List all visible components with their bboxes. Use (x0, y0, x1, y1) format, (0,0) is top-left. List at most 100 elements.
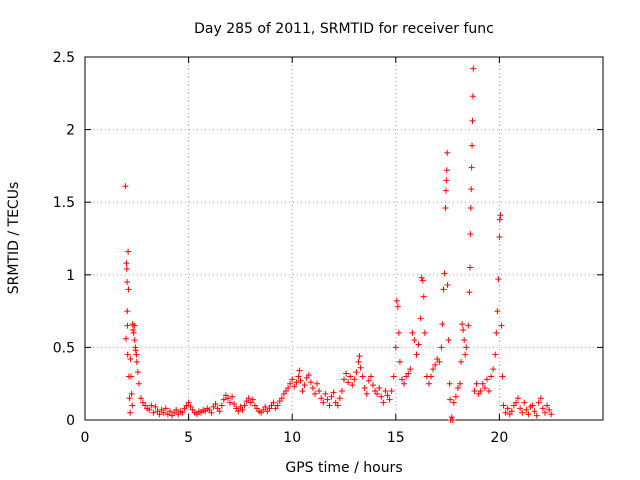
data-point (173, 406, 180, 413)
data-point (533, 412, 540, 419)
data-point (123, 260, 130, 267)
data-point (355, 358, 362, 365)
data-point (401, 380, 408, 387)
data-point (229, 393, 236, 400)
data-point (548, 411, 555, 418)
data-point (125, 248, 132, 255)
data-point (231, 401, 238, 408)
data-point (483, 376, 490, 383)
data-point (504, 405, 511, 412)
data-point (463, 344, 470, 351)
data-point (262, 403, 269, 410)
data-point (517, 405, 524, 412)
data-point (454, 385, 461, 392)
data-point (417, 315, 424, 322)
data-point (384, 392, 391, 399)
data-point (324, 396, 331, 403)
data-point (415, 341, 422, 348)
data-point (535, 399, 542, 406)
data-point (245, 395, 252, 402)
data-point (124, 308, 131, 315)
data-point (212, 401, 219, 408)
data-point (343, 370, 350, 377)
data-point (461, 337, 468, 344)
data-point (374, 390, 381, 397)
data-point (544, 402, 551, 409)
data-point (365, 377, 372, 384)
data-point (425, 380, 432, 387)
data-point (353, 369, 360, 376)
data-point (525, 411, 532, 418)
data-point (446, 380, 453, 387)
data-point (128, 390, 135, 397)
data-point (430, 366, 437, 373)
data-point (359, 373, 366, 380)
data-point (442, 187, 449, 194)
data-point (493, 329, 500, 336)
data-point (413, 351, 420, 358)
data-point (495, 276, 502, 283)
data-point (382, 387, 389, 394)
data-point (330, 389, 337, 396)
x-tick-label: 5 (184, 430, 193, 446)
data-points (122, 65, 555, 423)
data-point (499, 373, 506, 380)
data-point (297, 377, 304, 384)
data-point (492, 351, 499, 358)
data-point (473, 380, 480, 387)
data-point (146, 406, 153, 413)
data-point (278, 395, 285, 402)
data-point (438, 344, 445, 351)
data-point (469, 142, 476, 149)
data-point (152, 403, 159, 410)
data-point (241, 402, 248, 409)
data-point (218, 402, 225, 409)
data-point (220, 396, 227, 403)
data-point (447, 396, 454, 403)
data-point (444, 149, 451, 156)
plot-frame (84, 56, 604, 421)
data-point (519, 409, 526, 416)
data-point (341, 376, 347, 383)
data-point (443, 177, 450, 184)
data-point (127, 373, 134, 380)
data-point (301, 382, 308, 389)
data-point (407, 366, 414, 373)
data-point (295, 373, 302, 380)
data-point (224, 395, 231, 402)
grid-lines (85, 57, 603, 420)
data-point (515, 395, 522, 402)
data-point (443, 167, 450, 174)
data-point (466, 264, 473, 271)
data-point (291, 383, 298, 390)
data-point (132, 347, 139, 354)
x-tick-label: 10 (283, 430, 301, 446)
data-point (299, 387, 306, 394)
x-axis-label: GPS time / hours (285, 460, 402, 476)
data-point (322, 390, 329, 397)
data-point (466, 289, 473, 296)
data-point (386, 396, 393, 403)
data-point (380, 399, 387, 406)
data-point (458, 358, 465, 365)
data-point (432, 361, 439, 368)
data-point (460, 326, 467, 333)
data-point (395, 329, 402, 336)
data-point (452, 393, 459, 400)
data-point (130, 326, 137, 333)
data-point (459, 321, 466, 328)
data-point (127, 409, 134, 416)
data-point (449, 417, 456, 423)
data-point (521, 399, 528, 406)
data-point (160, 409, 167, 416)
data-point (496, 216, 503, 223)
data-point (363, 390, 370, 397)
data-point (529, 402, 536, 409)
data-point (123, 265, 130, 272)
data-point (502, 409, 509, 416)
data-point (488, 373, 495, 380)
data-point (500, 402, 507, 409)
data-point (490, 366, 497, 373)
data-point (523, 406, 530, 413)
data-point (419, 277, 426, 284)
